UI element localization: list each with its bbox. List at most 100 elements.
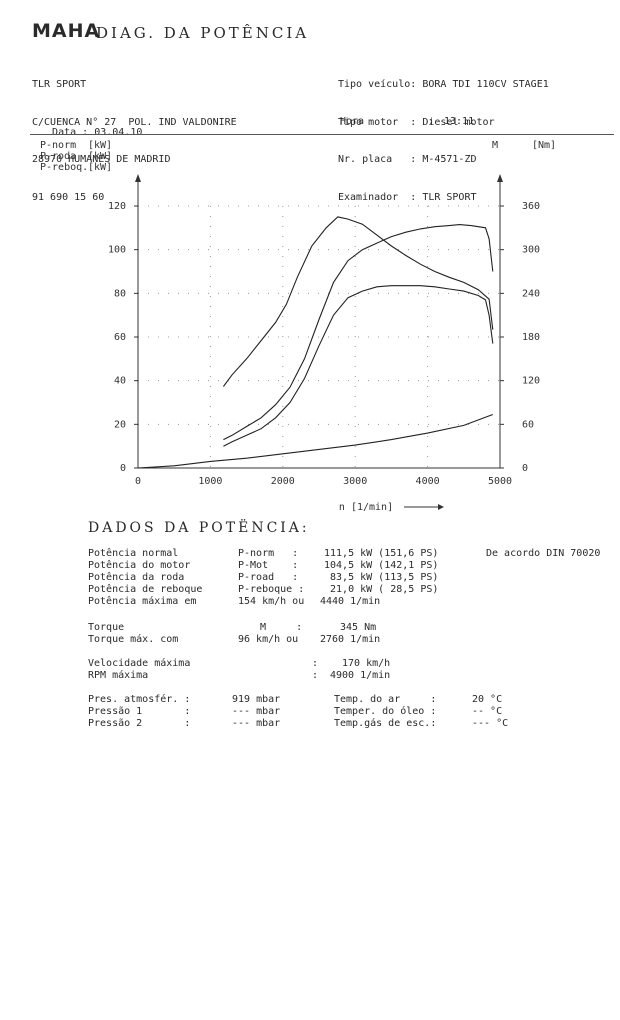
max-power-row: Potência máxima em 154 km/h ou 4440 1/min [88,596,608,608]
power-value: 111,5 kW (151,6 PS) [324,548,439,559]
company-line: 91 690 15 60 [32,191,105,203]
power-row: Potência normal P-norm : 111,5 kW (151,6 P… [88,548,608,560]
power-value: 21,0 kW ( 28,5 PS) [324,584,439,595]
legend-name: P-roda [40,151,76,162]
results-title: DADOS DA POTËNCIA: [88,520,310,536]
y-tick-label-left: 80 [114,288,126,299]
torque-value: 345 Nm [340,622,377,633]
condition-value: --- mbar [232,718,281,729]
y-tick-label-right: 300 [522,245,540,256]
examiner-row: Examinador : TLR SPORT [338,191,477,203]
hour-label: Hora [340,116,365,127]
x-axis-label-arrowhead [438,504,444,510]
legend-unit: [kW] [88,140,112,151]
vmax-value: 170 km/h [342,658,391,669]
y-tick-label-left: 20 [114,419,126,430]
torque-label: Torque [88,622,125,633]
x-axis-label: n [1/min] [339,502,393,513]
company-block: TLR SPORT C/CUENCA N° 27 POL. IND VALDON… [32,54,237,217]
condition-label-2: Temp.gás de esc.: [334,718,437,729]
power-label: Potência do motor [88,560,191,571]
x-tick-label: 1000 [198,476,222,487]
max-power-speed: 154 km/h ou [238,596,305,607]
torque-max-row: Torque máx. com 96 km/h ou 2760 1/min [88,634,608,646]
vmax-row: Velocidade máxima: 170 km/h [88,658,608,670]
series-line-p-roda [223,285,494,447]
report-title: DIAG. DA POTÊNCIA [96,24,310,42]
x-tick-label: 5000 [488,476,512,487]
legend-unit: [kW] [88,151,112,162]
x-tick-label: 0 [135,476,141,487]
company-line: 28970 HUMANES DE MADRID [32,154,171,165]
torque-max-label: Torque máx. com [88,634,179,645]
condition-value: 919 mbar [232,694,281,705]
vmax-sep: : [312,658,319,669]
power-code: P-reboque : [238,584,305,595]
power-label: Potência normal [88,548,179,559]
power-code: P-norm : [238,548,299,559]
x-tick-label: 2000 [271,476,295,487]
maha-logo: MAHA [32,20,101,42]
vmax-label: Velocidade máxima [88,658,191,669]
y-tick-label-left: 40 [114,376,126,387]
legend-unit: [kW] [88,162,112,173]
date-value: 03.04.10 [94,127,143,138]
hour-separator: : [428,116,435,127]
x-tick-label: 3000 [343,476,367,487]
power-code: P-road : [238,572,299,583]
left-axis-arrow [135,174,141,182]
date-row: Data : 03.04.10 [40,116,142,138]
series-line-p-reboq [137,413,493,469]
y-tick-label-right: 60 [522,419,534,430]
x-tick-label: 4000 [416,476,440,487]
series-line-p-norm [223,224,494,441]
torque-max-rpm: 2760 1/min [320,634,381,645]
y-tick-label-right: 240 [522,288,540,299]
condition-label: Pressão 1 : [88,706,191,717]
power-row: Potência da roda P-road : 83,5 kW (113,5 … [88,572,608,584]
power-row: Potência de reboque P-reboque : 21,0 kW (… [88,584,608,596]
condition-label: Pressão 2 : [88,718,191,729]
rpm-max-label: RPM máxima [88,670,149,681]
torque-row: Torque M : 345 Nm [88,622,608,634]
power-torque-chart: 0 20 40 60 80 100 120 0 60 120 180 240 300 360 0 1000 20… [40,140,556,513]
vehicle-type-row: Tipo veículo: BORA TDI 110CV STAGE1 [338,79,549,90]
power-value: 104,5 kW (142,1 PS) [324,560,439,571]
condition-row: Pressão 1 : --- mbar Temper. do óleo : -- °… [88,706,608,718]
legend-name: P-norm [40,140,76,151]
condition-value-2: 20 °C [472,694,503,705]
condition-label-2: Temper. do óleo : [334,706,437,717]
condition-label: Pres. atmosfér. : [88,694,191,705]
power-note: De acordo DIN 70020 [486,548,601,559]
power-code: P-Mot : [238,560,299,571]
company-line: TLR SPORT [32,79,87,90]
condition-label-2: Temp. do ar : [334,694,437,705]
right-axis-label: M [492,140,498,151]
company-line: C/CUENCA N° 27 POL. IND VALDONIRE [32,116,237,128]
right-axis-unit: [Nm] [532,140,556,151]
date-label: Data : [52,127,89,138]
y-tick-label-right: 120 [522,376,540,387]
condition-row: Pres. atmosfér. : 919 mbar Temp. do ar : 20… [88,694,608,706]
condition-value-2: -- °C [472,706,503,717]
condition-value-2: --- °C [472,718,509,729]
y-tick-label-right: 180 [522,332,540,343]
y-tick-label-left: 60 [114,332,126,343]
y-tick-label-left: 100 [108,245,126,256]
torque-max-speed: 96 km/h ou [238,634,299,645]
rpm-max-sep: : [312,670,319,681]
vehicle-block: Tipo veículo: BORA TDI 110CV STAGE1 Tipo… [338,54,549,217]
engine-type-row: Tipo motor : Diesel motor [338,116,495,128]
rpm-max-value: 4900 1/min [330,670,391,681]
hour-value: 13:11 [444,116,475,127]
series-line-m [222,216,494,387]
max-power-label: Potência máxima em [88,596,197,607]
power-row: Potência do motor P-Mot : 104,5 kW (142,1 … [88,560,608,572]
condition-row: Pressão 2 : --- mbar Temp.gás de esc.: --- … [88,718,608,730]
y-tick-label-right: 360 [522,201,540,212]
torque-code: M : [260,622,303,633]
right-axis-arrow [497,174,503,182]
legend-name: P-reboq. [40,162,88,173]
y-tick-label-right: 0 [522,463,528,474]
power-label: Potência da roda [88,572,185,583]
